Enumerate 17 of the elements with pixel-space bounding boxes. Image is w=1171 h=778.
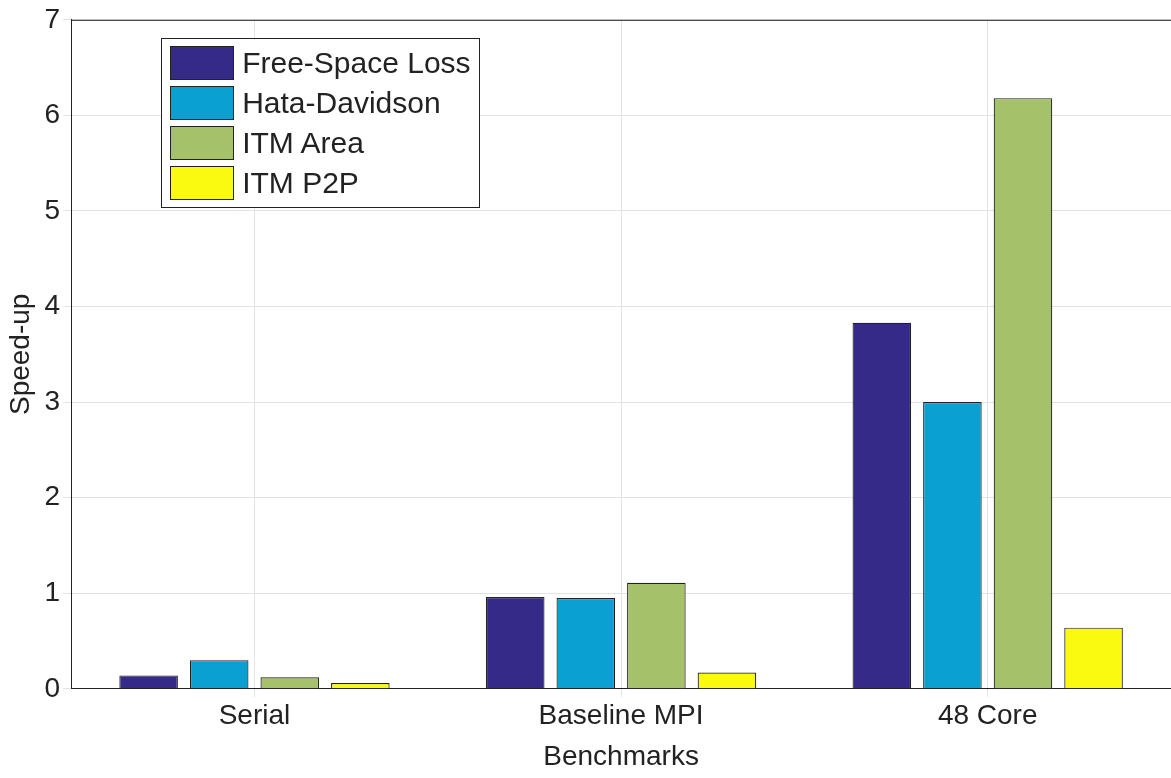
x-tick-label: Serial <box>218 699 291 731</box>
y-tick-label: 5 <box>44 193 61 225</box>
x-axis-title: Benchmarks <box>543 739 699 771</box>
legend-label: ITM Area <box>242 125 364 160</box>
x-tick-label: 48 Core <box>937 699 1038 731</box>
y-tick-label: 4 <box>44 289 61 321</box>
y-tick-label: 6 <box>44 98 61 130</box>
y-tick-label: 0 <box>44 671 61 703</box>
y-tick-label: 3 <box>44 384 61 416</box>
y-tick-label: 7 <box>44 2 61 34</box>
legend-label: ITM P2P <box>242 165 359 200</box>
y-tick-label: 1 <box>44 575 61 607</box>
legend-label: Hata-Davidson <box>242 85 441 120</box>
y-axis-title: Speed-up <box>3 293 35 416</box>
x-tick-label: Baseline MPI <box>538 699 704 731</box>
legend-label: Free-Space Loss <box>242 45 471 80</box>
y-tick-label: 2 <box>44 480 61 512</box>
